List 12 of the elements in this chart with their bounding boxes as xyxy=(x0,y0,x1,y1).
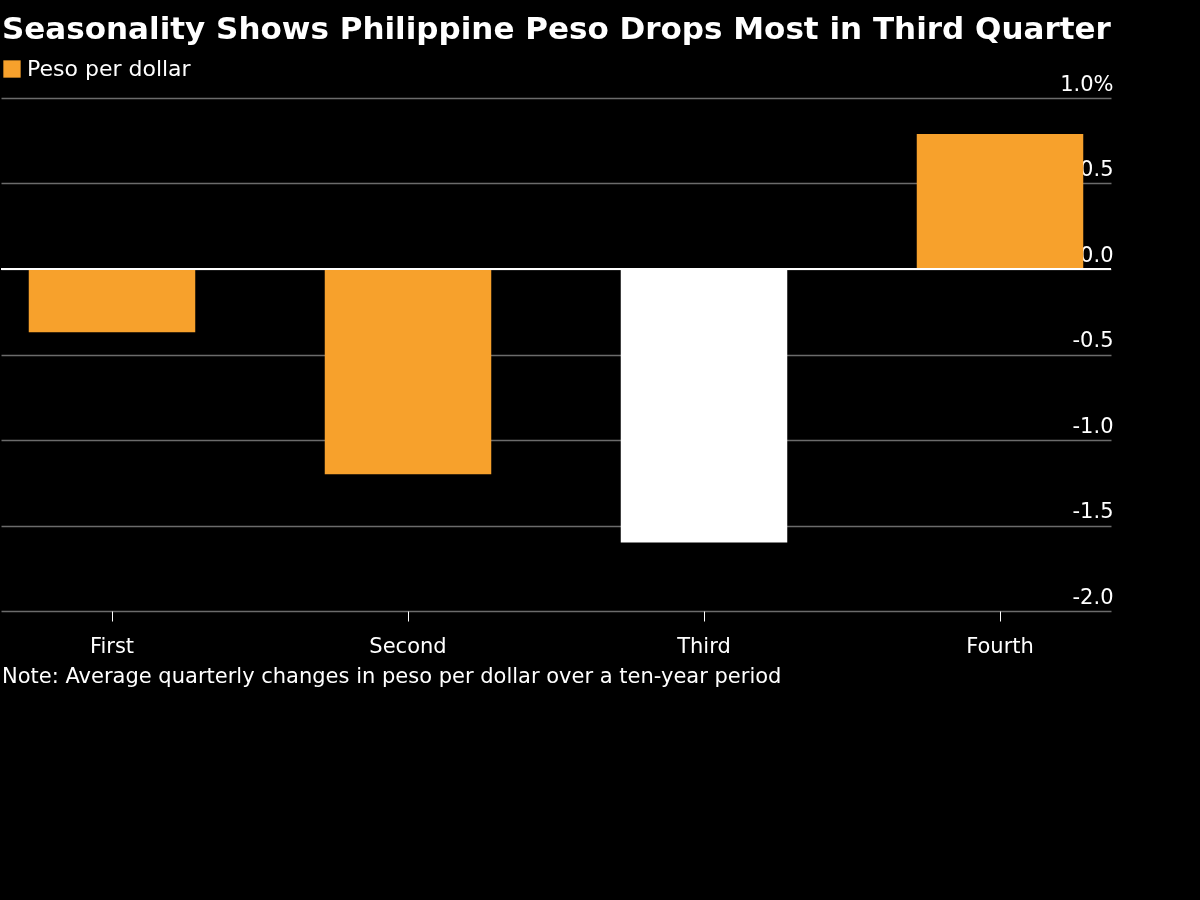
x-tick-label: First xyxy=(89,633,135,658)
legend-label: Peso per dollar xyxy=(27,56,192,81)
x-tick-label: Fourth xyxy=(966,633,1034,658)
y-tick-label: -0.5 xyxy=(1072,328,1114,352)
y-tick-label: -2.0 xyxy=(1072,584,1114,609)
x-tick-label: Second xyxy=(369,633,447,658)
chart-title: Seasonality Shows Philippine Peso Drops Most in Third Quarter xyxy=(1,9,1112,48)
x-tick-label: Third xyxy=(676,633,731,658)
y-tick-label: -1.5 xyxy=(1072,499,1114,523)
y-tick-label: -1.0 xyxy=(1072,413,1114,438)
y-tick-label: 1.0% xyxy=(1060,71,1114,96)
text: Note: Average quarterly changes in peso per dollar over a ten-year period xyxy=(1,664,783,688)
